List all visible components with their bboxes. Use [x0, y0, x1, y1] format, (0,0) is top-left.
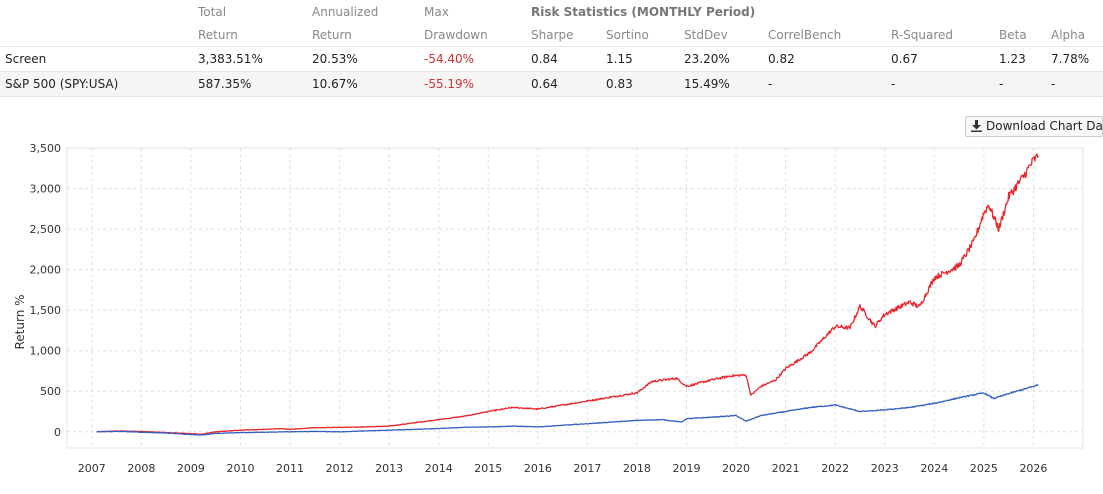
cell-alpha: -: [1046, 71, 1103, 97]
header-correlbench: CorrelBench: [768, 27, 842, 42]
x-tick-label: 2016: [524, 462, 552, 475]
cell-total-return: 3,383.51%: [193, 46, 307, 72]
cell-annualized-return: 10.67%: [307, 71, 419, 97]
cell-max-drawdown: -54.40%: [419, 46, 526, 72]
x-tick-label: 2018: [623, 462, 651, 475]
y-axis-label: Return %: [13, 294, 27, 349]
x-tick-label: 2011: [276, 462, 304, 475]
download-chart-data-button[interactable]: Download Chart Data: [965, 116, 1103, 137]
row-name: Screen: [0, 46, 193, 72]
x-tick-label: 2017: [573, 462, 601, 475]
header-rsquared: R-Squared: [891, 27, 954, 42]
header-drawdown: Drawdown: [424, 27, 488, 42]
cell-rsquared: 0.67: [886, 46, 994, 72]
cell-sharpe: 0.84: [526, 46, 601, 72]
header-beta: Beta: [999, 27, 1027, 42]
y-tick-label: 2,000: [30, 264, 62, 277]
header-return: Return: [198, 27, 238, 42]
cell-beta: 1.23: [994, 46, 1046, 72]
header-stddev: StdDev: [684, 27, 728, 42]
cell-sharpe: 0.64: [526, 71, 601, 97]
cell-stddev: 15.49%: [679, 71, 763, 97]
x-tick-label: 2014: [425, 462, 453, 475]
x-tick-label: 2008: [127, 462, 155, 475]
x-tick-label: 2024: [920, 462, 948, 475]
y-tick-label: 3,000: [30, 183, 62, 196]
header-total: Total: [198, 4, 227, 19]
cell-correlbench: 0.82: [763, 46, 886, 72]
series-line-sp500: [96, 384, 1039, 436]
cell-alpha: 7.78%: [1046, 46, 1103, 72]
plot-area: [66, 147, 1084, 449]
x-tick-label: 2025: [970, 462, 998, 475]
y-tick-label: 0: [54, 426, 61, 439]
x-tick-label: 2010: [226, 462, 254, 475]
header-max: Max: [424, 4, 449, 19]
header-annualized-return: Return: [312, 27, 352, 42]
header-alpha: Alpha: [1051, 27, 1086, 42]
cell-max-drawdown: -55.19%: [419, 71, 526, 97]
x-tick-label: 2019: [673, 462, 701, 475]
cell-stddev: 23.20%: [679, 46, 763, 72]
cell-total-return: 587.35%: [193, 71, 307, 97]
y-tick-label: 1,000: [30, 345, 62, 358]
x-tick-label: 2015: [474, 462, 502, 475]
cell-correlbench: -: [763, 71, 886, 97]
cell-annualized-return: 20.53%: [307, 46, 419, 72]
cell-beta: -: [994, 71, 1046, 97]
x-tick-label: 2026: [1019, 462, 1047, 475]
cell-sortino: 1.15: [601, 46, 679, 72]
return-chart: 0 500 1,000 1,500 2,000 2,500 3,000 3,500 2007 2…: [13, 142, 1084, 475]
x-tick-label: 2012: [326, 462, 354, 475]
y-tick-label: 3,500: [30, 142, 62, 155]
y-tick-label: 2,500: [30, 223, 62, 236]
x-tick-label: 2023: [871, 462, 899, 475]
x-tick-label: 2022: [821, 462, 849, 475]
y-tick-label: 1,500: [30, 304, 62, 317]
x-tick-label: 2020: [722, 462, 750, 475]
header-sortino: Sortino: [606, 27, 649, 42]
download-label: Download Chart Data: [986, 119, 1103, 133]
cell-sortino: 0.83: [601, 71, 679, 97]
series-line-screen: [96, 153, 1039, 435]
header-sharpe: Sharpe: [531, 27, 574, 42]
x-tick-label: 2021: [772, 462, 800, 475]
download-icon: [971, 120, 982, 132]
statistics-table: Total Annualized Max Risk Statistics (MO…: [0, 0, 1103, 97]
cell-rsquared: -: [886, 71, 994, 97]
table-row: Screen 3,383.51% 20.53% -54.40% 0.84 1.1…: [0, 46, 1103, 72]
x-tick-label: 2007: [78, 462, 106, 475]
x-tick-label: 2013: [375, 462, 403, 475]
header-annualized: Annualized: [312, 4, 379, 19]
y-tick-label: 500: [40, 385, 61, 398]
x-tick-label: 2009: [177, 462, 205, 475]
table-row: S&P 500 (SPY:USA) 587.35% 10.67% -55.19%…: [0, 71, 1103, 97]
row-name: S&P 500 (SPY:USA): [0, 71, 193, 97]
header-risk-statistics: Risk Statistics (MONTHLY Period): [531, 4, 756, 19]
